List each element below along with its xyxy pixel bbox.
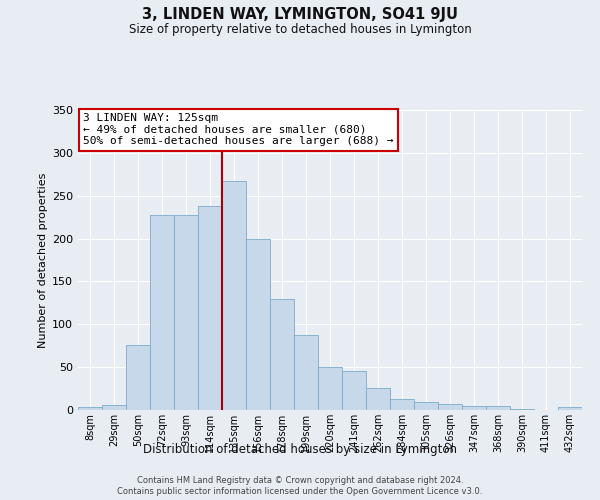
Bar bbox=[222, 181, 246, 410]
Y-axis label: Number of detached properties: Number of detached properties bbox=[38, 172, 48, 348]
Text: Contains HM Land Registry data © Crown copyright and database right 2024.: Contains HM Land Registry data © Crown c… bbox=[137, 476, 463, 485]
Bar bbox=[270, 298, 294, 410]
Bar bbox=[486, 406, 510, 410]
Bar bbox=[318, 367, 342, 410]
Bar bbox=[462, 406, 486, 410]
Bar bbox=[174, 214, 198, 410]
Text: Size of property relative to detached houses in Lymington: Size of property relative to detached ho… bbox=[128, 22, 472, 36]
Bar bbox=[366, 388, 390, 410]
Bar bbox=[102, 405, 126, 410]
Bar bbox=[558, 408, 582, 410]
Text: 3 LINDEN WAY: 125sqm
← 49% of detached houses are smaller (680)
50% of semi-deta: 3 LINDEN WAY: 125sqm ← 49% of detached h… bbox=[83, 113, 394, 146]
Text: Distribution of detached houses by size in Lymington: Distribution of detached houses by size … bbox=[143, 442, 457, 456]
Text: 3, LINDEN WAY, LYMINGTON, SO41 9JU: 3, LINDEN WAY, LYMINGTON, SO41 9JU bbox=[142, 8, 458, 22]
Bar bbox=[510, 409, 534, 410]
Bar bbox=[390, 399, 414, 410]
Bar bbox=[78, 408, 102, 410]
Bar bbox=[294, 334, 318, 410]
Bar bbox=[150, 216, 174, 410]
Bar bbox=[342, 370, 366, 410]
Bar bbox=[126, 345, 150, 410]
Bar bbox=[414, 402, 438, 410]
Bar bbox=[198, 206, 222, 410]
Text: Contains public sector information licensed under the Open Government Licence v3: Contains public sector information licen… bbox=[118, 487, 482, 496]
Bar bbox=[246, 238, 270, 410]
Bar bbox=[438, 404, 462, 410]
